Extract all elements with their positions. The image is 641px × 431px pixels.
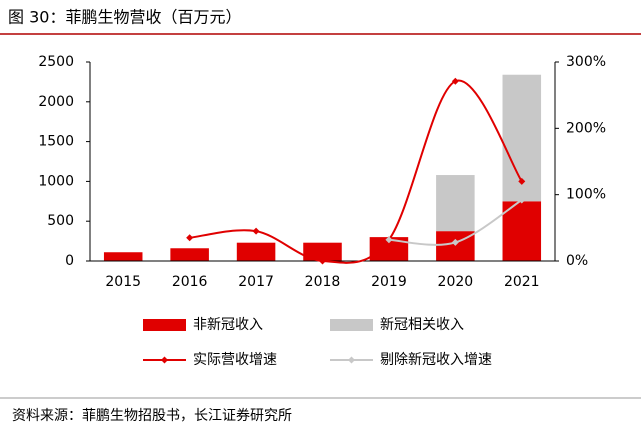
- y-tick-label: 500: [47, 213, 74, 229]
- legend-label: 新冠相关收入: [380, 317, 464, 333]
- bar: [369, 237, 409, 261]
- marker: [518, 177, 526, 185]
- legend-swatch: [348, 356, 355, 364]
- y-tick-label: 0: [65, 253, 74, 269]
- bar: [436, 175, 475, 232]
- y2-tick-label: 200%: [566, 120, 606, 136]
- legend-label: 非新冠收入: [193, 317, 263, 333]
- y-tick-label: 2000: [38, 94, 74, 110]
- legend-label: 剔除新冠收入增速: [380, 352, 492, 368]
- x-tick-label: 2019: [371, 274, 407, 290]
- y-tick-label: 2500: [38, 54, 74, 70]
- x-tick-label: 2021: [504, 274, 540, 290]
- marker: [385, 236, 393, 244]
- y-tick-label: 1500: [38, 134, 74, 150]
- x-tick-label: 2016: [172, 274, 208, 290]
- marker: [186, 234, 194, 242]
- bar: [103, 252, 143, 261]
- marker: [451, 238, 459, 246]
- legend-swatch: [143, 319, 186, 331]
- source: 资料来源：菲鹏生物招股书，长江证券研究所: [12, 408, 292, 424]
- legend-swatch: [330, 319, 373, 331]
- bar: [236, 242, 276, 261]
- marker: [451, 77, 459, 85]
- bar: [303, 242, 342, 261]
- y-tick-label: 1000: [38, 173, 74, 189]
- legend-label: 实际营收增速: [193, 352, 277, 368]
- y2-tick-label: 0%: [566, 253, 588, 269]
- x-tick-label: 2018: [305, 274, 341, 290]
- y2-tick-label: 300%: [566, 54, 606, 70]
- x-tick-label: 2020: [438, 274, 474, 290]
- marker: [319, 257, 326, 265]
- bar: [170, 248, 209, 261]
- x-tick-label: 2017: [238, 274, 274, 290]
- bar: [502, 201, 542, 261]
- marker: [518, 196, 526, 204]
- y2-tick-label: 100%: [566, 187, 606, 203]
- x-tick-label: 2015: [105, 274, 141, 290]
- marker: [252, 227, 260, 235]
- legend-swatch: [161, 356, 168, 364]
- chart-title: 图 30：菲鹏生物营收（百万元）: [8, 8, 241, 27]
